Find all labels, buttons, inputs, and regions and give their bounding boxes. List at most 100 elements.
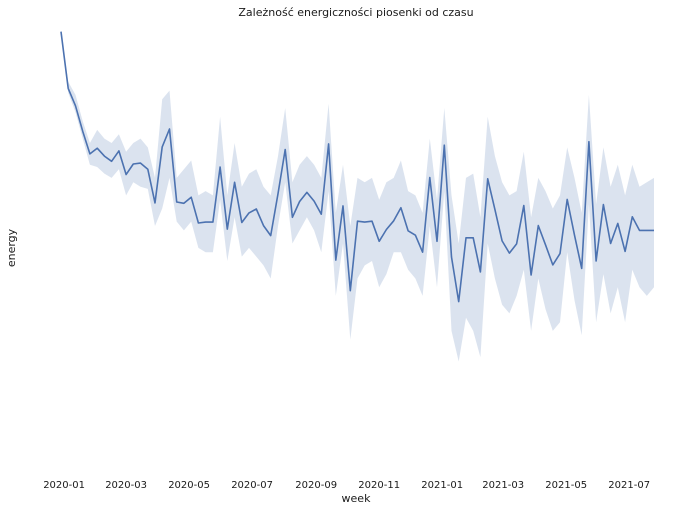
data-point	[595, 260, 597, 262]
data-point	[588, 141, 590, 143]
data-point	[248, 212, 250, 214]
data-point	[508, 252, 510, 254]
data-point	[400, 207, 402, 209]
data-point	[183, 202, 185, 204]
data-point	[161, 146, 163, 148]
data-point	[110, 160, 112, 162]
data-point	[327, 143, 329, 145]
data-point	[204, 221, 206, 223]
data-point	[544, 244, 546, 246]
data-point	[638, 229, 640, 231]
chart-title: Zależność energiczności piosenki od czas…	[238, 6, 473, 19]
x-tick-label: 2020-05	[168, 480, 210, 491]
data-point	[653, 229, 655, 231]
plot-area	[60, 30, 655, 362]
data-point	[407, 230, 409, 232]
data-point	[190, 196, 192, 198]
data-point	[530, 274, 532, 276]
data-point	[573, 234, 575, 236]
data-point	[602, 203, 604, 205]
data-point	[624, 250, 626, 252]
data-point	[552, 264, 554, 266]
x-tick-label: 2020-01	[43, 480, 85, 491]
data-point	[356, 220, 358, 222]
data-point	[436, 240, 438, 242]
data-point	[168, 128, 170, 130]
data-point	[371, 220, 373, 222]
data-point	[176, 201, 178, 203]
x-tick-label: 2020-11	[358, 480, 400, 491]
data-point	[349, 290, 351, 292]
data-point	[219, 166, 221, 168]
data-point	[458, 300, 460, 302]
data-point	[414, 234, 416, 236]
data-point	[617, 222, 619, 224]
data-point	[342, 205, 344, 207]
data-point	[393, 220, 395, 222]
data-point	[378, 240, 380, 242]
data-point	[255, 208, 257, 210]
x-tick-label: 2021-07	[608, 480, 650, 491]
data-point	[479, 271, 481, 273]
data-point	[646, 229, 648, 231]
data-point	[313, 200, 315, 202]
data-point	[306, 191, 308, 193]
data-point	[320, 213, 322, 215]
data-point	[429, 176, 431, 178]
data-point	[103, 155, 105, 157]
data-point	[233, 181, 235, 183]
confidence-band	[61, 31, 654, 362]
data-point	[118, 150, 120, 152]
data-point	[125, 173, 127, 175]
data-point	[284, 148, 286, 150]
data-point	[154, 202, 156, 204]
data-point	[82, 130, 84, 132]
x-axis-ticks: 2020-01 2020-03 2020-05 2020-07 2020-09 2020-…	[43, 480, 650, 491]
data-point	[270, 234, 272, 236]
data-point	[472, 237, 474, 239]
data-point	[450, 256, 452, 258]
data-point	[465, 237, 467, 239]
data-point	[631, 216, 633, 218]
data-point	[291, 216, 293, 218]
data-point	[89, 153, 91, 155]
data-point	[262, 224, 264, 226]
x-tick-label: 2020-07	[231, 480, 273, 491]
data-point	[581, 267, 583, 269]
x-tick-label: 2021-05	[545, 480, 587, 491]
data-point	[487, 178, 489, 180]
data-point	[335, 259, 337, 261]
data-point	[241, 221, 243, 223]
data-point	[566, 198, 568, 200]
data-point	[494, 208, 496, 210]
data-point	[277, 193, 279, 195]
data-point	[421, 251, 423, 253]
data-point	[609, 242, 611, 244]
data-point	[132, 163, 134, 165]
data-point	[139, 162, 141, 164]
data-point	[298, 200, 300, 202]
data-point	[197, 222, 199, 224]
data-point	[96, 147, 98, 149]
data-point	[147, 168, 149, 170]
data-point	[60, 30, 62, 32]
data-point	[523, 204, 525, 206]
energy-line	[60, 31, 654, 303]
x-tick-label: 2020-09	[295, 480, 337, 491]
data-point	[212, 221, 214, 223]
data-point	[559, 252, 561, 254]
data-point	[364, 221, 366, 223]
data-point	[443, 144, 445, 146]
x-axis-label: week	[342, 492, 372, 505]
y-axis-label: energy	[5, 228, 18, 267]
data-point	[501, 240, 503, 242]
x-tick-label: 2020-03	[105, 480, 147, 491]
data-point	[537, 224, 539, 226]
data-point	[385, 228, 387, 230]
data-point	[67, 87, 69, 89]
data-point	[515, 243, 517, 245]
data-point	[226, 228, 228, 230]
data-point	[74, 105, 76, 107]
x-tick-label: 2021-01	[421, 480, 463, 491]
